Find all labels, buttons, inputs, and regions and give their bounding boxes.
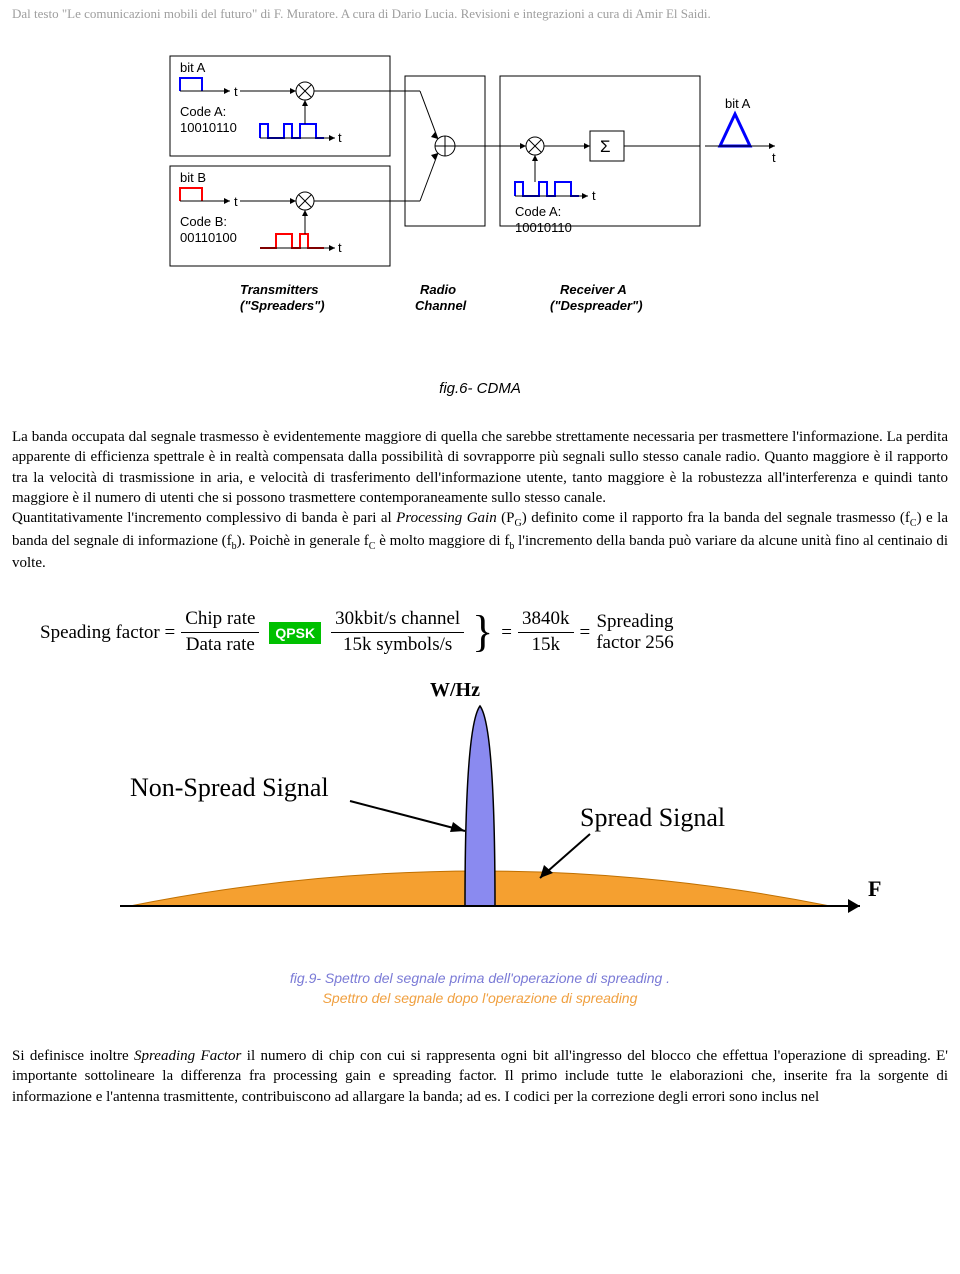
- bit-b-label: bit B: [180, 170, 206, 185]
- radio-label: Radio: [420, 282, 456, 297]
- p2-post1: ) definito come il rapporto fra la banda…: [522, 510, 910, 526]
- p2-mid: (P: [497, 510, 515, 526]
- code-b-value: 00110100: [180, 230, 237, 245]
- figure-6-caption: fig.6- CDMA: [0, 380, 960, 397]
- y-axis-label-whz: W/Hz: [430, 679, 480, 701]
- transmitters-sublabel: ("Spreaders"): [240, 298, 325, 313]
- fig9-caption-line2: Spettro del segnale dopo l'operazione di…: [0, 990, 960, 1006]
- processing-gain-term: Processing Gain: [396, 510, 497, 526]
- bit-a-label: bit A: [180, 60, 206, 75]
- figure-9-caption: fig.9- Spettro del segnale prima dell'op…: [0, 970, 960, 1006]
- t-axis-label: t: [338, 130, 342, 145]
- p3-pre: Si definisce inoltre: [12, 1048, 134, 1064]
- bit-a-output-label: bit A: [725, 96, 751, 111]
- frac2-den: 15k symbols/s: [339, 633, 456, 656]
- figure-6-cdma-diagram: bit A t Code A: 10010110 t bit B t Code …: [160, 46, 800, 366]
- p2-post4: è molto maggiore di f: [375, 533, 509, 549]
- result-l2: factor 256: [596, 633, 674, 654]
- spread-label: Spread Signal: [580, 803, 725, 832]
- radio-sublabel: Channel: [415, 298, 467, 313]
- paragraph-3: Si definisce inoltre Spreading Factor il…: [0, 1046, 960, 1107]
- frac3-num: 3840k: [518, 609, 574, 633]
- code-a-value: 10010110: [180, 120, 237, 135]
- t-axis-label: t: [234, 84, 238, 99]
- sigma-integrator: Σ: [600, 137, 611, 156]
- paragraph-2-pre: Quantitativamente l'incremento complessi…: [12, 510, 396, 526]
- p2-post3: ). Poichè in generale f: [237, 533, 369, 549]
- frac3-den: 15k: [528, 633, 565, 656]
- fraction-chip-data: Chip rate Data rate: [181, 609, 259, 656]
- spreading-factor-term: Spreading Factor: [134, 1048, 241, 1064]
- formula-label: Speading factor =: [40, 622, 175, 644]
- figure-9-spectrum: F W/Hz Non-Spread Signal Spread Signal: [50, 666, 910, 956]
- code-a-label: Code A:: [180, 104, 226, 119]
- closing-brace: }: [472, 619, 493, 645]
- paragraph-1: La banda occupata dal segnale trasmesso …: [0, 427, 960, 573]
- header-attribution: Dal testo "Le comunicazioni mobili del f…: [0, 0, 960, 26]
- sub-c: C: [910, 518, 917, 529]
- code-b-label: Code B:: [180, 214, 227, 229]
- t-axis-label: t: [338, 240, 342, 255]
- qpsk-badge: QPSK: [269, 622, 321, 644]
- t-axis-label: t: [592, 188, 596, 203]
- fraction-3840-15: 3840k 15k: [518, 609, 574, 656]
- x-axis-label-f: F: [868, 876, 881, 901]
- equals-1: =: [501, 622, 512, 644]
- sub-g: G: [515, 518, 522, 529]
- receiver-code-a-value: 10010110: [515, 220, 572, 235]
- fig9-caption-line1: fig.9- Spettro del segnale prima dell'op…: [0, 970, 960, 986]
- fraction-30k-15k: 30kbit/s channel 15k symbols/s: [331, 609, 464, 656]
- transmitters-label: Transmitters: [240, 282, 319, 297]
- t-axis-label: t: [772, 150, 776, 165]
- receiver-code-a-label: Code A:: [515, 204, 561, 219]
- paragraph-1-text: La banda occupata dal segnale trasmesso …: [12, 429, 948, 506]
- spreading-factor-formula: Speading factor = Chip rate Data rate QP…: [40, 609, 920, 656]
- non-spread-label: Non-Spread Signal: [130, 773, 329, 802]
- frac2-num: 30kbit/s channel: [331, 609, 464, 633]
- frac1-num: Chip rate: [181, 609, 259, 633]
- receiver-sublabel: ("Despreader"): [550, 298, 643, 313]
- receiver-label: Receiver A: [560, 282, 627, 297]
- result-l1: Spreading: [596, 612, 673, 633]
- equals-2: =: [580, 622, 591, 644]
- result-spreading-factor: Spreading factor 256: [596, 612, 674, 654]
- frac1-den: Data rate: [182, 633, 259, 656]
- t-axis-label: t: [234, 194, 238, 209]
